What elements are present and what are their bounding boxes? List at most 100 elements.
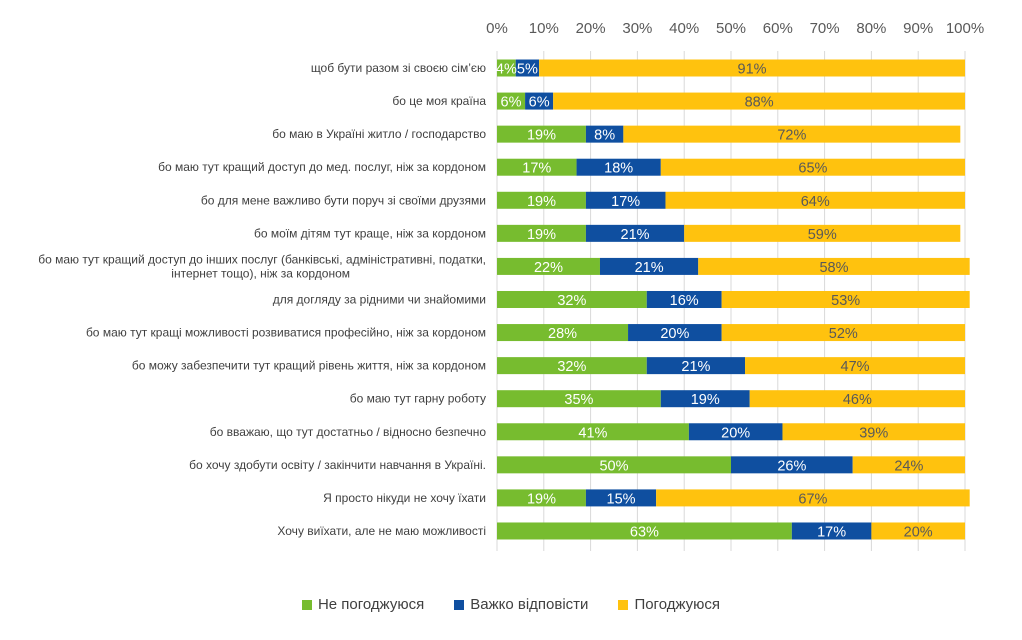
bar-segment xyxy=(585,224,685,242)
bar-segment xyxy=(497,125,586,143)
data-label: 21% xyxy=(621,227,650,243)
x-tick-label: 70% xyxy=(810,20,840,37)
bar-segment xyxy=(585,489,657,507)
bar-segment xyxy=(576,158,661,176)
data-label: 20% xyxy=(904,524,933,540)
data-label: 91% xyxy=(738,62,767,78)
data-labels: 4% 5% 91% 6% 6% 88% 19% 8% 72% 17% 18% 65% 19% 17% 64%… xyxy=(496,62,933,541)
bar-segment xyxy=(497,191,586,209)
bar-segment xyxy=(497,522,792,540)
data-label: 63% xyxy=(630,524,659,540)
legend-swatch xyxy=(454,599,465,610)
x-tick-label: 40% xyxy=(669,20,699,37)
bar-segment xyxy=(871,522,965,540)
bar-segment xyxy=(684,224,961,242)
bar-segment xyxy=(660,158,965,176)
bar-segment xyxy=(646,357,746,375)
category-label: щоб бути разом зі своєю сім’єю xyxy=(311,61,486,75)
bar-segment xyxy=(539,59,965,77)
legend-label: Не погоджуюся xyxy=(317,596,425,613)
category-label: бо можу забезпечити тут кращий рівень жи… xyxy=(132,359,486,373)
bar-segment xyxy=(497,290,647,308)
data-label: 18% xyxy=(604,161,633,177)
data-label: 19% xyxy=(527,128,556,144)
bar-segment xyxy=(749,390,965,408)
data-label: 6% xyxy=(501,95,522,111)
data-label: 46% xyxy=(843,392,872,408)
data-label: 52% xyxy=(829,326,858,342)
x-axis-tick-labels: 0% 10% 20% 30% 40% 50% 60% 70% 80% 90% 100% xyxy=(486,20,984,37)
bar-segment xyxy=(698,257,970,275)
category-label: бо хочу здобути освіту / закінчити навча… xyxy=(189,458,486,472)
bar-segment xyxy=(665,191,965,209)
data-label: 5% xyxy=(517,62,538,78)
data-label: 4% xyxy=(496,62,517,78)
legend: Не погоджуюся Важко відповісти Погоджуюся xyxy=(0,596,1022,613)
data-label: 32% xyxy=(557,293,586,309)
category-label: бо маю в Україні житло / господарство xyxy=(272,127,486,141)
category-label: бо маю тут кращий доступ до мед. послуг,… xyxy=(158,160,486,174)
category-label: для догляду за рідними чи знайомими xyxy=(273,292,486,306)
legend-label: Погоджуюся xyxy=(634,596,721,613)
bar-segment xyxy=(497,92,526,110)
bar-segment xyxy=(656,489,970,507)
category-label: бо для мене важливо бути поруч зі своїми… xyxy=(201,193,486,207)
x-tick-label: 0% xyxy=(486,20,508,37)
data-label: 20% xyxy=(660,326,689,342)
x-tick-label: 80% xyxy=(856,20,886,37)
legend-item: Погоджуюся xyxy=(618,596,720,613)
data-label: 64% xyxy=(801,194,830,210)
data-label: 19% xyxy=(527,491,556,507)
bar-segment xyxy=(585,191,666,209)
legend-swatch xyxy=(618,599,629,610)
data-label: 19% xyxy=(691,392,720,408)
bar-segment xyxy=(660,390,750,408)
category-label: бо маю тут кращі можливості розвиватися … xyxy=(86,326,486,340)
bar-segment xyxy=(623,125,961,143)
bar-segment xyxy=(791,522,872,540)
legend-swatch xyxy=(301,599,312,610)
data-label: 19% xyxy=(527,194,556,210)
data-label: 65% xyxy=(798,161,827,177)
bar-segment xyxy=(497,224,586,242)
data-label: 22% xyxy=(534,260,563,276)
category-label: бо маю тут гарну роботу xyxy=(350,392,486,406)
data-label: 15% xyxy=(607,491,636,507)
legend-item: Не погоджуюся xyxy=(301,596,425,613)
data-label: 28% xyxy=(548,326,577,342)
bar-segment xyxy=(497,423,689,441)
bar-segment xyxy=(721,324,965,342)
category-label: Я просто нікуди не хочу їхати xyxy=(323,491,486,505)
bar-segment xyxy=(497,257,600,275)
category-label: Хочу виїхати, але не маю можливості xyxy=(277,524,486,538)
bar-segment xyxy=(497,59,516,77)
bar-segment xyxy=(731,456,853,474)
data-label: 24% xyxy=(894,458,923,474)
data-label: 88% xyxy=(745,95,774,111)
data-label: 16% xyxy=(670,293,699,309)
data-label: 59% xyxy=(808,227,837,243)
bar-segment xyxy=(497,158,577,176)
bar-segment xyxy=(852,456,965,474)
bar-segment xyxy=(585,125,624,143)
x-tick-label: 10% xyxy=(529,20,559,37)
data-label: 72% xyxy=(777,128,806,144)
data-label: 50% xyxy=(599,458,628,474)
data-label: 19% xyxy=(527,227,556,243)
category-label: бо це моя країна xyxy=(392,94,486,108)
data-label: 47% xyxy=(841,359,870,375)
x-tick-label: 60% xyxy=(763,20,793,37)
bar-segment xyxy=(688,423,783,441)
category-label: бо маю тут кращий доступ до інших послуг… xyxy=(38,252,486,266)
x-tick-label: 90% xyxy=(903,20,933,37)
bar-segment xyxy=(497,390,661,408)
bar-segment xyxy=(646,290,722,308)
data-label: 17% xyxy=(522,161,551,177)
data-label: 8% xyxy=(594,128,615,144)
bar-segment xyxy=(497,357,647,375)
data-label: 26% xyxy=(777,458,806,474)
bars xyxy=(497,59,970,540)
data-label: 67% xyxy=(798,491,827,507)
data-label: 32% xyxy=(557,359,586,375)
legend-label: Важко відповісти xyxy=(470,596,589,613)
